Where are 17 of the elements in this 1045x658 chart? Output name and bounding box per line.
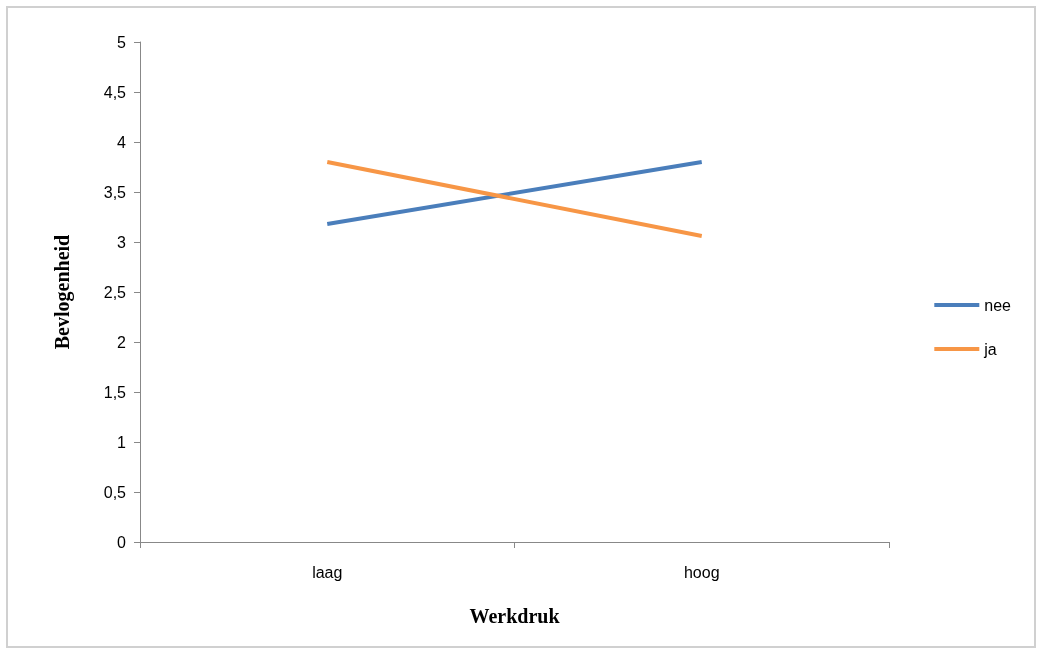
y-tick-label: 3,5 (103, 183, 127, 201)
x-tick-label: laag (312, 563, 343, 581)
y-tick-label: 1 (117, 433, 127, 451)
y-tick-label: 5 (117, 33, 127, 51)
y-tick-label: 4,5 (103, 83, 127, 101)
y-tick-label: 1,5 (103, 383, 127, 401)
y-tick-label: 3 (117, 233, 127, 251)
y-tick-label: 0 (117, 533, 127, 551)
legend-label: ja (983, 340, 997, 358)
x-tick-label: hoog (683, 563, 720, 581)
y-tick-label: 2 (117, 333, 127, 351)
y-tick-label: 0,5 (103, 483, 127, 501)
legend-label: nee (984, 296, 1012, 314)
y-tick-label: 4 (117, 133, 127, 151)
y-axis-title: Bevlogenheid (51, 234, 74, 350)
y-tick-label: 2,5 (103, 283, 127, 301)
x-axis-title: Werkdruk (469, 605, 561, 627)
